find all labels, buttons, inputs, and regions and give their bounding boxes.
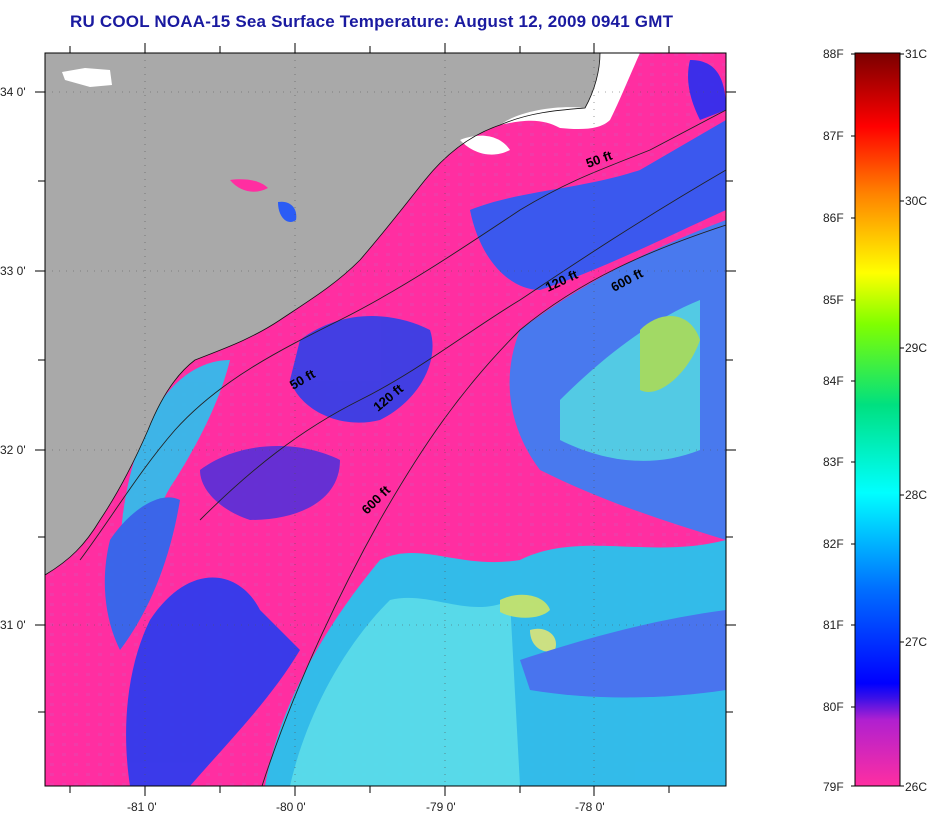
- land-mass: [45, 53, 600, 575]
- nodata-patch: [460, 135, 510, 155]
- warm-water-south-blue: [520, 610, 726, 698]
- lat-label-31: 31 0': [0, 618, 26, 632]
- lat-label-34: 34 0': [0, 85, 26, 99]
- colorbar-c-31: 31C: [905, 47, 928, 61]
- nodata-region: [500, 53, 640, 130]
- green-patch-2: [500, 594, 550, 618]
- colorbar-c-26: 26C: [905, 780, 928, 794]
- warm-water-midshelf-2: [200, 446, 340, 520]
- far-east-blue: [688, 60, 726, 120]
- lon-label-80: -80 0': [276, 800, 306, 814]
- map-frame: [44, 52, 727, 787]
- warm-water-midshelf: [290, 316, 433, 423]
- colorbar-f-80: 80F: [823, 700, 844, 714]
- warm-water-northshelf: [470, 120, 726, 290]
- colorbar-c-29: 29C: [905, 341, 928, 355]
- colorbar-f-88: 88F: [823, 47, 844, 61]
- map-title: RU COOL NOAA-15 Sea Surface Temperature:…: [70, 12, 674, 31]
- lon-label-81: -81 0': [127, 800, 157, 814]
- warm-water-southeast-core: [290, 597, 520, 786]
- sst-water-patches: [104, 60, 726, 786]
- colorbar-f-87: 87F: [823, 129, 844, 143]
- colorbar-f-83: 83F: [823, 455, 844, 469]
- map-area: 50 ft 120 ft 600 ft 50 ft 120 ft 600 ft: [45, 53, 726, 786]
- green-patch-3: [530, 628, 556, 652]
- isobath-50ft: [79, 109, 726, 561]
- colorbar-f-79: 79F: [823, 780, 844, 794]
- colorbar-c-27: 27C: [905, 635, 928, 649]
- lon-label-79: -79 0': [426, 800, 456, 814]
- colorbar-c-30: 30C: [905, 194, 928, 208]
- coastline: [45, 53, 601, 576]
- green-patch-1: [640, 316, 700, 392]
- lake-nodata: [62, 68, 112, 87]
- isobath-600ft: [261, 224, 726, 786]
- colorbar-c-28: 28C: [905, 488, 928, 502]
- isobath-120ft: [199, 169, 726, 521]
- coastal-blue-band: [104, 497, 180, 650]
- lat-label-32: 32 0': [0, 443, 26, 457]
- axis-ticks: [35, 43, 736, 796]
- lon-label-78: -78 0': [575, 800, 605, 814]
- lake-marion: [278, 201, 297, 222]
- lake-moultrie: [230, 179, 268, 192]
- isobath-lines: [79, 109, 726, 786]
- colorbar-f-84: 84F: [823, 374, 844, 388]
- colorbar-f-81: 81F: [823, 618, 844, 632]
- graticule: [45, 53, 726, 786]
- colorbar-f-82: 82F: [823, 537, 844, 551]
- lat-label-33: 33 0': [0, 264, 26, 278]
- colorbar-f-86: 86F: [823, 211, 844, 225]
- colorbar-ticks: [851, 53, 904, 787]
- colorbar-f-85: 85F: [823, 293, 844, 307]
- colorbar-scale: [854, 52, 901, 787]
- cool-water-band-south: [126, 577, 300, 786]
